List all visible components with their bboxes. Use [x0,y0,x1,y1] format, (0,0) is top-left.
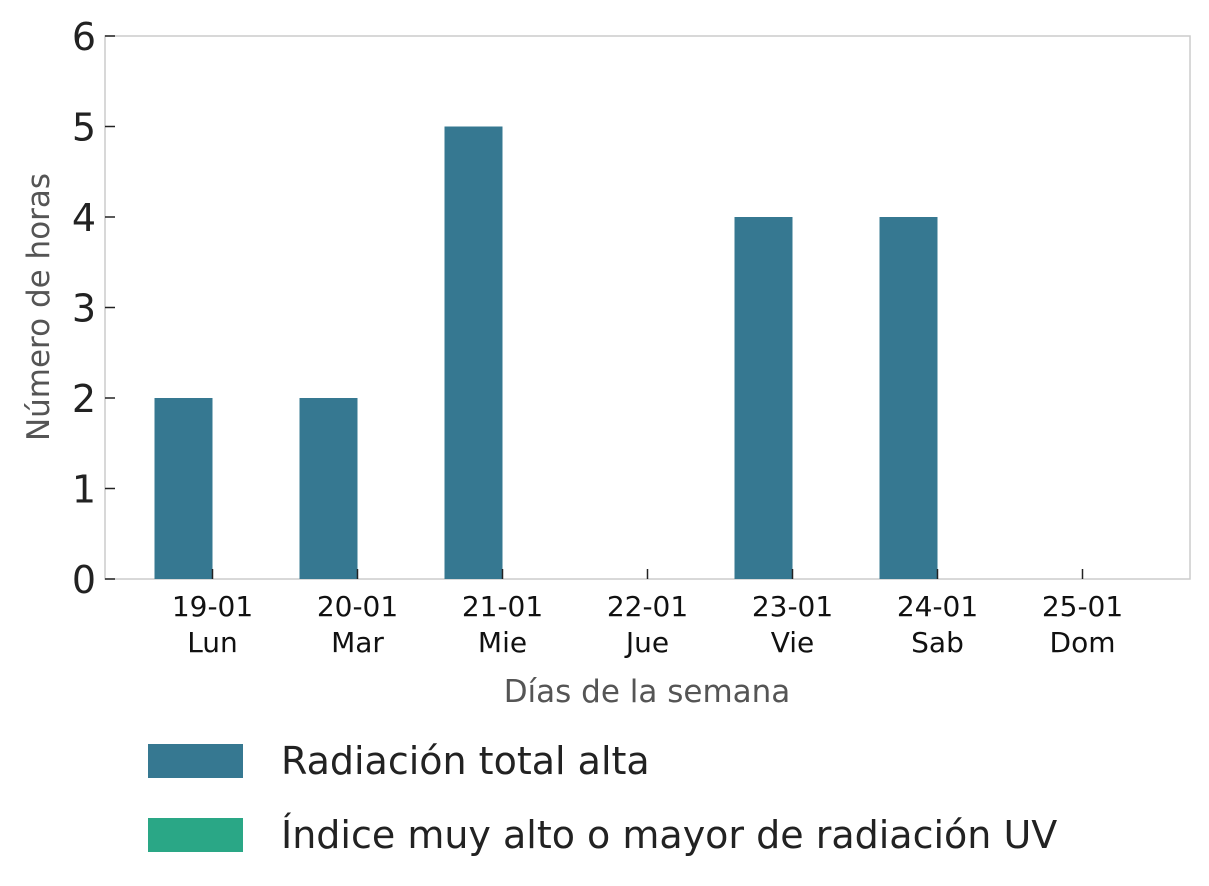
legend-label-radiacion-total: Radiación total alta [281,739,650,783]
x-tick-label-date-19-01: 19-01 [172,590,253,623]
x-tick-label-day-Mie: Mie [478,626,527,659]
y-tick-label-4: 4 [72,196,96,240]
legend-swatch-indice-uv [148,818,243,852]
x-tick-label-date-25-01: 25-01 [1042,590,1123,623]
x-tick-label-date-23-01: 23-01 [752,590,833,623]
y-tick-label-0: 0 [72,558,96,602]
x-tick-label-day-Jue: Jue [624,626,669,659]
x-tick-label-day-Mar: Mar [331,626,384,659]
y-axis-ticks: 0 1 2 3 4 5 6 [72,15,115,602]
x-tick-label-date-24-01: 24-01 [897,590,978,623]
x-tick-label-day-Lun: Lun [187,626,238,659]
bar-series-0-23-01 [734,217,793,579]
y-tick-label-1: 1 [72,468,96,512]
legend-item-radiacion-total: Radiación total alta [148,724,1057,798]
y-tick-label-6: 6 [72,15,96,59]
plot-area-frame [104,35,1191,580]
x-tick-label-date-22-01: 22-01 [607,590,688,623]
bar-series-0-20-01 [299,398,358,579]
x-tick-label-day-Dom: Dom [1050,626,1116,659]
y-tick-label-3: 3 [72,287,96,331]
x-tick-label-day-Sab: Sab [911,626,964,659]
bar-series-0-19-01 [154,398,213,579]
x-tick-label-date-21-01: 21-01 [462,590,543,623]
y-tick-label-5: 5 [72,106,96,150]
bar-series-0-24-01 [879,217,938,579]
y-tick-label-2: 2 [72,377,96,421]
bar-series-0-21-01 [444,126,503,579]
x-tick-label-date-20-01: 20-01 [317,590,398,623]
y-axis-label: Número de horas [21,173,57,441]
legend-label-indice-uv: Índice muy alto o mayor de radiación UV [281,813,1058,857]
legend-swatch-radiacion-total [148,744,243,778]
legend: Radiación total alta Índice muy alto o m… [148,724,1057,872]
x-tick-label-day-Vie: Vie [771,626,815,659]
x-axis-label: Días de la semana [504,674,791,710]
legend-item-indice-uv: Índice muy alto o mayor de radiación UV [148,798,1057,872]
bars-layer [154,126,938,579]
